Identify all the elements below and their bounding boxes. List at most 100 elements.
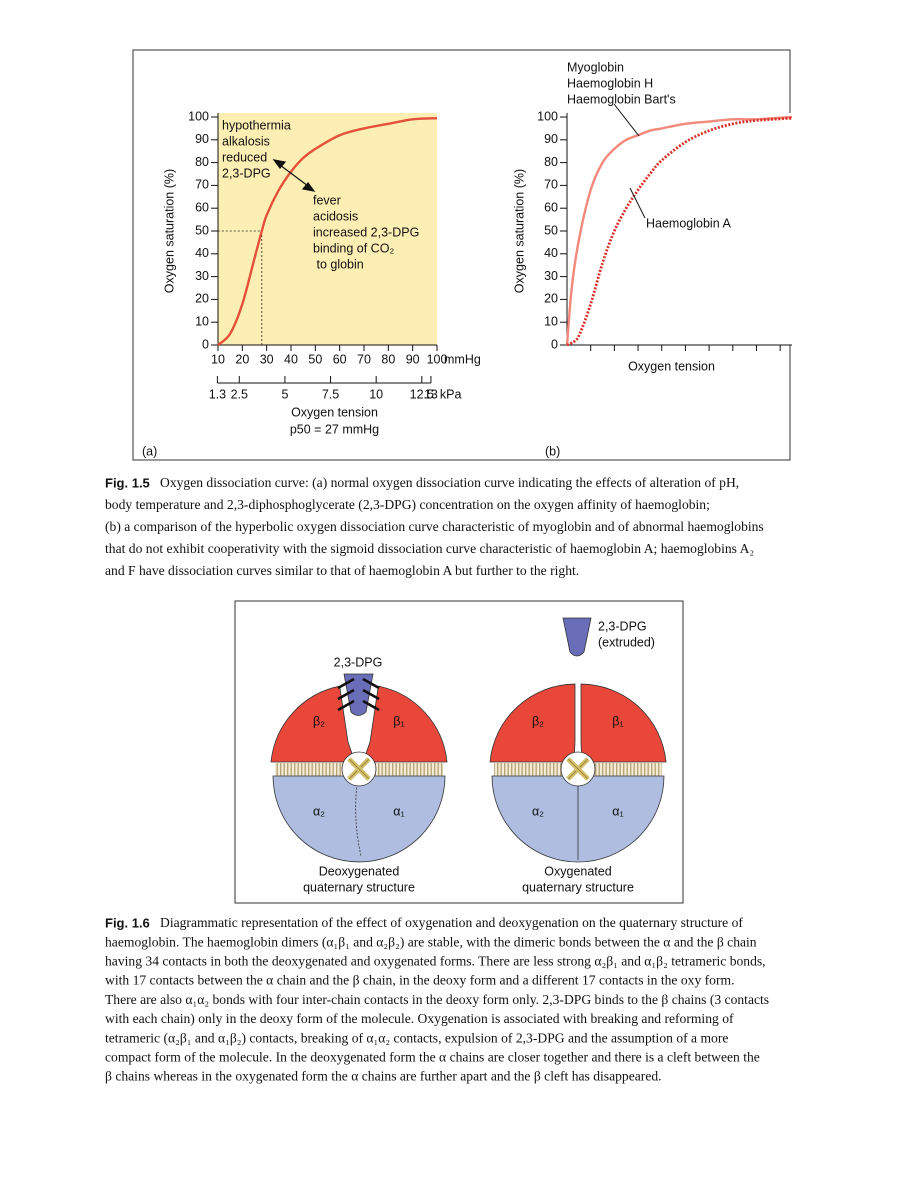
plot-background	[567, 113, 792, 345]
figure-frame	[234, 600, 684, 904]
caption-line: having 34 contacts in both the deoxygena…	[105, 954, 766, 969]
panel-label: (b)	[545, 444, 560, 458]
x-tick-label: 50	[308, 352, 322, 366]
structure-caption: Oxygenated	[544, 864, 611, 878]
annotation: hypothermia	[222, 118, 291, 132]
x-tick-label: 30	[260, 352, 274, 366]
caption-line: with 17 contacts between the α chain and…	[105, 973, 734, 988]
y-tick-label: 0	[551, 337, 558, 351]
y-tick-label: 50	[195, 223, 209, 237]
x2-tick-label: 2.5	[231, 387, 248, 401]
x-axis-label: Oxygen tension	[291, 405, 378, 419]
annotation: increased 2,3-DPG	[313, 225, 419, 239]
y-tick-label: 60	[544, 200, 558, 214]
x2-tick-label: 5	[281, 387, 288, 401]
dpg-extruded-label: (extruded)	[598, 635, 655, 649]
x-tick-label: 60	[333, 352, 347, 366]
y-tick-label: 20	[195, 292, 209, 306]
dpg-contact	[362, 699, 380, 712]
x-tick-label: 10	[211, 352, 225, 366]
curve	[566, 116, 793, 347]
dpg-contact	[362, 677, 380, 690]
y-tick-label: 70	[195, 178, 209, 192]
y-tick-label: 90	[544, 132, 558, 146]
caption-line: compact form of the molecule. In the deo…	[105, 1050, 760, 1065]
caption-line: tetrameric (α₂β₁ and α₁β₂) contacts, bre…	[105, 1030, 728, 1046]
y-tick-label: 0	[202, 337, 209, 351]
diagram: β₂ β₁ α₂ α₁ Deoxygenated quaternary structure…	[270, 617, 667, 894]
beta2-subunit	[270, 685, 356, 763]
dpg-contact	[337, 677, 355, 690]
dpg-molecule	[343, 673, 374, 716]
y-tick-label: 20	[544, 292, 558, 306]
y-tick-label: 100	[188, 109, 209, 123]
y-tick-label: 70	[544, 178, 558, 192]
subunit-label: β₁	[393, 714, 404, 728]
dpg-contact	[362, 688, 380, 701]
annotation-arrow	[272, 159, 316, 192]
subunit-label: α₂	[313, 804, 325, 818]
series-label: Haemoglobin Bart's	[567, 92, 676, 106]
dpg-label: 2,3-DPG	[334, 655, 383, 669]
annotation: 2,3-DPG	[222, 166, 271, 180]
series-label: Haemoglobin A	[646, 216, 731, 230]
annotation: alkalosis	[222, 134, 270, 148]
x2-tick-label: 7.5	[322, 387, 339, 401]
y-tick-label: 40	[195, 246, 209, 260]
cavity-cross	[348, 758, 370, 780]
y-tick-label: 100	[537, 109, 558, 123]
annotation: reduced	[222, 150, 267, 164]
alpha-subunits	[272, 775, 446, 863]
x-tick-label: 100	[427, 352, 448, 366]
x-tick-label: 90	[406, 352, 420, 366]
y-tick-label: 10	[544, 314, 558, 328]
caption-line: There are also α₁α₂ bonds with four inte…	[105, 992, 769, 1008]
subunit-label: α₁	[393, 804, 404, 818]
y-tick-label: 80	[544, 155, 558, 169]
caption-line: Oxygen dissociation curve: (a) normal ox…	[160, 475, 739, 491]
p50-label: p50 = 27 mmHg	[290, 422, 379, 436]
plot-background	[218, 113, 437, 345]
curve	[217, 116, 438, 346]
series-label: Myoglobin	[567, 60, 624, 74]
structure-caption: quaternary structure	[522, 880, 634, 894]
beta2-subunit	[489, 683, 576, 763]
caption-label: Fig. 1.5	[105, 475, 150, 490]
x-unit-label: mmHg	[444, 352, 481, 366]
x-axis-label: Oxygen tension	[628, 359, 715, 373]
pointer-line	[613, 103, 640, 137]
subunit-label: β₂	[532, 714, 544, 728]
subunit-label: β₁	[612, 714, 623, 728]
caption-line: body temperature and 2,3-diphosphoglycer…	[105, 497, 710, 513]
dpg-extruded	[562, 617, 592, 657]
y-tick-label: 50	[544, 223, 558, 237]
alpha-divider	[355, 783, 362, 857]
dpg-extruded-label: 2,3-DPG	[598, 619, 647, 633]
beta1-subunit	[580, 683, 667, 763]
annotation: acidosis	[313, 209, 358, 223]
pointer-line	[629, 187, 646, 219]
subunit-label: α₂	[532, 804, 544, 818]
series-label: Haemoglobin H	[567, 76, 653, 90]
y-tick-label: 30	[544, 269, 558, 283]
caption-line: that do not exhibit cooperativity with t…	[105, 541, 754, 556]
x-tick-label: 70	[357, 352, 371, 366]
cavity-cross	[567, 758, 589, 780]
x2-tick-label: 13	[424, 387, 438, 401]
annotation: fever	[313, 193, 341, 207]
caption-line: haemoglobin. The haemoglobin dimers (α₁β…	[105, 934, 757, 950]
caption-line: Diagrammatic representation of the effec…	[160, 915, 743, 930]
structure-caption: quaternary structure	[303, 880, 415, 894]
x-tick-label: 40	[284, 352, 298, 366]
x2-tick-label: 1.3	[209, 387, 226, 401]
structure-caption: Deoxygenated	[319, 864, 400, 878]
caption-line: and F have dissociation curves similar t…	[105, 563, 579, 578]
caption-line: with each chain) only in the deoxy form …	[105, 1011, 734, 1027]
x2-tick-label: 10	[369, 387, 383, 401]
y-tick-label: 60	[195, 200, 209, 214]
x-tick-label: 80	[381, 352, 395, 366]
caption-line: (b) a comparison of the hyperbolic oxyge…	[105, 519, 764, 535]
y-tick-label: 80	[195, 155, 209, 169]
